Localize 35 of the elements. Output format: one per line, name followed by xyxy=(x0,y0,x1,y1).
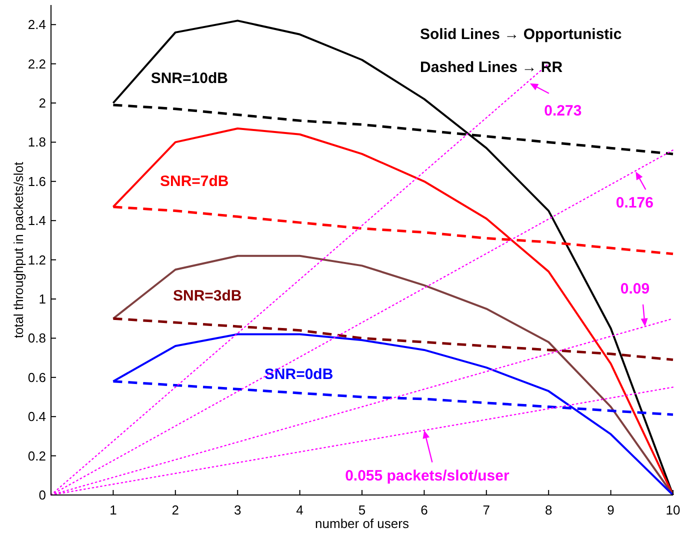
y-axis-title: total throughput in packets/slot xyxy=(10,161,26,338)
y-tick-label: 1.2 xyxy=(28,252,46,268)
x-tick-label: 7 xyxy=(482,502,490,518)
x-tick-label: 9 xyxy=(607,502,614,518)
x-axis-title: number of users xyxy=(315,516,410,530)
y-tick-label: 0 xyxy=(38,488,46,502)
annotation: 0.055 packets/slot/user xyxy=(345,466,510,484)
y-tick-label: 1.8 xyxy=(28,134,46,150)
x-tick-label: 5 xyxy=(358,502,366,518)
annotation: Dashed Lines → RR xyxy=(420,58,563,76)
x-tick-label: 4 xyxy=(296,502,304,518)
annotation: 0.273 xyxy=(544,102,582,119)
annotation: 0.09 xyxy=(620,280,650,297)
y-tick-label: 2.2 xyxy=(28,56,46,72)
x-tick-label: 8 xyxy=(544,502,552,518)
y-tick-label: 1.6 xyxy=(28,174,46,189)
annotation: Solid Lines → Opportunistic xyxy=(420,26,622,42)
y-tick-label: 2.4 xyxy=(28,17,46,32)
annotation: 0.176 xyxy=(616,194,654,212)
y-tick-label: 2 xyxy=(38,96,46,110)
y-tick-label: 0.4 xyxy=(28,409,46,424)
series-label: SNR=3dB xyxy=(173,287,242,304)
x-tick-label: 2 xyxy=(172,502,180,518)
y-tick-label: 1.4 xyxy=(28,213,46,228)
series-label: SNR=7dB xyxy=(160,172,229,190)
y-tick-label: 0.8 xyxy=(28,330,46,346)
x-tick-label: 3 xyxy=(234,502,242,518)
x-tick-label: 10 xyxy=(666,502,680,518)
y-tick-label: 1 xyxy=(38,292,46,306)
x-tick-label: 6 xyxy=(420,502,428,518)
y-tick-label: 0.2 xyxy=(28,448,46,464)
series-label: SNR=10dB xyxy=(150,69,228,86)
y-tick-label: 0.6 xyxy=(28,370,46,385)
x-tick-label: 1 xyxy=(110,502,117,518)
series-label: SNR=0dB xyxy=(264,366,334,383)
